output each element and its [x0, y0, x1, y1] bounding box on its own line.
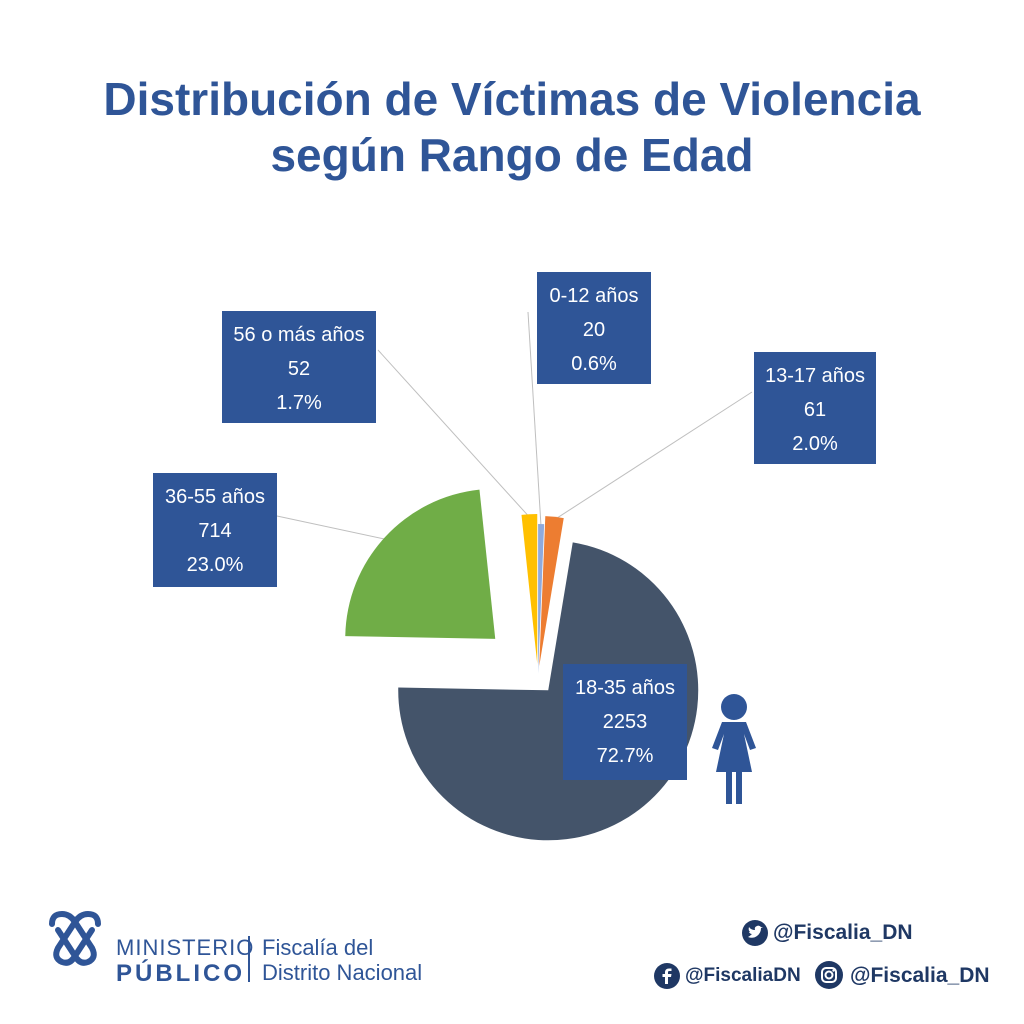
- leader-line: [377, 349, 530, 518]
- data-label-category: 0-12 años: [550, 285, 639, 307]
- data-label-category: 13-17 años: [765, 365, 865, 387]
- data-label-percent: 0.6%: [571, 353, 617, 375]
- chart-title-line1: Distribución de Víctimas de Violencia: [103, 73, 921, 125]
- pie-slice-0-12-a-os: [538, 524, 545, 675]
- leader-lines: [276, 311, 753, 540]
- leader-line: [553, 391, 753, 521]
- instagram-icon: [815, 961, 843, 989]
- data-label-box: [153, 473, 277, 587]
- leader-line: [527, 311, 542, 528]
- logo-divider: [248, 936, 250, 982]
- data-label-value: 61: [804, 399, 826, 421]
- data-label-category: 18-35 años: [575, 677, 675, 699]
- data-label-category: 56 o más años: [233, 324, 364, 346]
- data-label-box: [222, 311, 376, 423]
- instagram-handle[interactable]: @Fiscalia_DN: [850, 964, 990, 987]
- data-label-box: [537, 272, 651, 384]
- data-label-value: 714: [198, 520, 231, 542]
- leader-line: [276, 515, 387, 540]
- data-label-value: 52: [288, 358, 310, 380]
- facebook-handle[interactable]: @FiscaliaDN: [685, 965, 801, 986]
- chart-title-line2: según Rango de Edad: [270, 129, 754, 181]
- logo-publico: PÚBLICO: [116, 960, 245, 987]
- data-label-box: [754, 352, 876, 464]
- slice-labels: 0-12 años 20 0.6% 13-17 años 61 2.0% 18-35 año…: [153, 272, 876, 780]
- pie-slice-36-55-a-os: [345, 489, 496, 639]
- data-label-percent: 1.7%: [276, 392, 322, 414]
- data-label-box: [563, 664, 687, 780]
- pie-slice-13-17-a-os: [539, 516, 564, 667]
- logo-ministerio: MINISTERIO: [116, 935, 255, 960]
- data-label-value: 2253: [603, 711, 648, 733]
- facebook-icon: [654, 963, 680, 989]
- twitter-icon: [742, 920, 768, 946]
- data-label-percent: 2.0%: [792, 433, 838, 455]
- pie-slice-56-o-m-s-a-os: [521, 514, 538, 665]
- data-label-percent: 23.0%: [187, 554, 244, 576]
- logo-distrito-nacional: Distrito Nacional: [262, 960, 423, 985]
- logo-fiscalia: Fiscalía del: [262, 935, 374, 960]
- woman-icon: [712, 694, 756, 804]
- data-label-value: 20: [583, 319, 605, 341]
- data-label-category: 36-55 años: [165, 486, 265, 508]
- twitter-handle[interactable]: @Fiscalia_DN: [773, 921, 913, 944]
- data-label-percent: 72.7%: [597, 745, 654, 767]
- ministerio-publico-logo-icon: [49, 910, 101, 966]
